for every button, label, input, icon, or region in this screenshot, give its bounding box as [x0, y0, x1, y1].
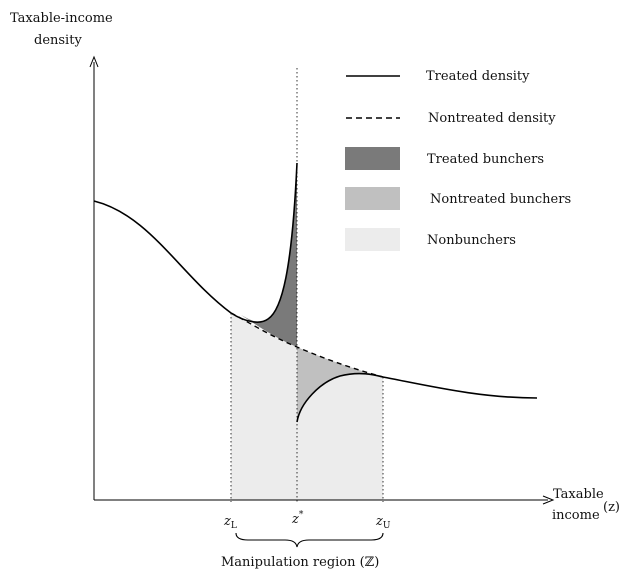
treated-density-curve-right [296, 372, 538, 423]
legend-label-nontreated-bunchers: Nontreated bunchers [430, 192, 571, 207]
x-axis-symbol: (z) [603, 500, 620, 515]
tick-z-upper: zU [375, 514, 391, 531]
nonbunchers-region-left [231, 313, 297, 500]
y-axis-arrowhead [89, 55, 99, 68]
x-axis-label-line1: Taxable [553, 487, 604, 502]
x-axis-label-line2: income [552, 508, 600, 523]
legend-label-nontreated-density: Nontreated density [428, 111, 556, 126]
treated-density-curve-left [93, 162, 298, 323]
legend: Treated density Nontreated density Treat… [345, 69, 571, 251]
treated-bunchers-region [241, 163, 297, 347]
legend-label-treated-bunchers: Treated bunchers [427, 152, 544, 167]
tick-z-star: z* [291, 510, 304, 527]
y-axis-label-line2: density [34, 33, 82, 48]
y-axis-label-line1: Taxable-income [10, 11, 113, 26]
legend-swatch-nonbunchers [345, 228, 400, 251]
nontreated-bunchers-region [297, 347, 383, 422]
legend-swatch-treated-bunchers [345, 147, 400, 170]
x-axis-arrowhead [542, 495, 555, 505]
tick-z-lower: zL [223, 514, 237, 531]
nonbunchers-region-right [297, 373, 383, 500]
legend-label-treated-density: Treated density [426, 69, 530, 84]
manipulation-brace [235, 532, 384, 548]
manipulation-region-label: Manipulation region (ℤ) [221, 555, 379, 570]
nontreated-density-dashed [230, 312, 384, 378]
legend-label-nonbunchers: Nonbunchers [427, 233, 516, 248]
legend-swatch-nontreated-bunchers [345, 187, 400, 210]
